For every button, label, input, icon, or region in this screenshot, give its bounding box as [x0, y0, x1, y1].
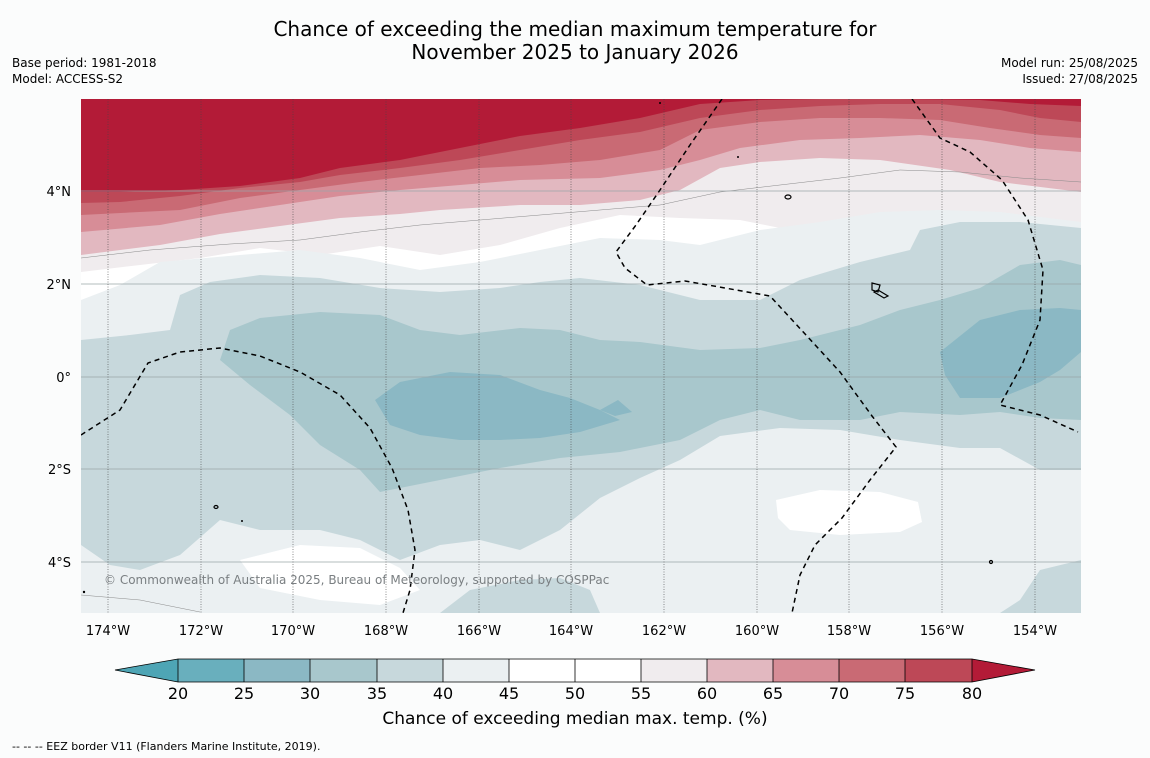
colorbar-segment-70-75	[839, 659, 905, 682]
lon-label-170w: 170°W	[271, 624, 315, 639]
colorbar-tick-65: 65	[763, 684, 783, 703]
band-gt80	[81, 99, 1081, 192]
latitude-lines	[81, 190, 1081, 563]
colorbar-tick-25: 25	[234, 684, 254, 703]
colorbar-segment-75-80	[905, 659, 972, 682]
title-line-1: Chance of exceeding the median maximum t…	[273, 17, 877, 41]
base-period: Base period: 1981-2018	[12, 56, 157, 70]
colorbar: 20 25 30 35 40 45 50 55 60 65 70 75 80	[114, 658, 1036, 703]
island-dots	[82, 102, 739, 594]
colorbar-ticks: 20 25 30 35 40 45 50 55 60 65 70 75 80	[168, 684, 982, 703]
colorbar-tick-30: 30	[300, 684, 320, 703]
isoline-north	[81, 169, 1081, 259]
model-run: Model run: 25/08/2025	[1000, 56, 1138, 70]
lon-label-158w: 158°W	[827, 624, 871, 639]
lon-label-172w: 172°W	[179, 624, 223, 639]
title-line-2: November 2025 to January 2026	[411, 40, 739, 64]
isoline-south	[81, 594, 201, 613]
latitude-labels: 4°N 2°N 0° 2°S 4°S	[47, 185, 72, 571]
colorbar-tick-45: 45	[499, 684, 519, 703]
colorbar-segment-35-40	[377, 659, 443, 682]
eez-borders	[81, 99, 1079, 613]
colorbar-segment-40-45	[443, 659, 509, 682]
colorbar-tick-80: 80	[962, 684, 982, 703]
colorbar-tick-20: 20	[168, 684, 188, 703]
colorbar-tick-70: 70	[829, 684, 849, 703]
lat-label-4n: 4°N	[47, 185, 72, 200]
lon-label-166w: 166°W	[457, 624, 501, 639]
meta-right: Model run: 25/08/2025 Issued: 27/08/2025	[1001, 55, 1138, 87]
colorbar-segment-25-30	[244, 659, 310, 682]
colorbar-tick-40: 40	[433, 684, 453, 703]
map-area: © Commonwealth of Australia 2025, Bureau…	[81, 99, 1081, 613]
band-25-30-west	[375, 372, 620, 440]
colorbar-label: Chance of exceeding median max. temp. (%…	[382, 709, 768, 729]
lon-label-156w: 156°W	[920, 624, 964, 639]
colorbar-tick-75: 75	[895, 684, 915, 703]
copyright-text: © Commonwealth of Australia 2025, Bureau…	[104, 573, 609, 587]
eez-legend-note: -- -- -- EEZ border V11 (Flanders Marine…	[12, 740, 321, 753]
colorbar-segment-30-35	[310, 659, 377, 682]
lon-label-160w: 160°W	[735, 624, 779, 639]
lon-label-154w: 154°W	[1013, 624, 1057, 639]
colorbar-arrow-high	[972, 659, 1035, 682]
colorbar-tick-55: 55	[631, 684, 651, 703]
band-35-40-south	[440, 578, 600, 613]
lon-label-168w: 168°W	[364, 624, 408, 639]
colorbar-tick-35: 35	[367, 684, 387, 703]
pocket-45-55-southwest	[240, 545, 420, 605]
colorbar-arrow-low	[115, 659, 178, 682]
band-25-30-small	[600, 400, 632, 416]
colorbar-dividers	[177, 659, 973, 682]
colorbar-tick-60: 60	[697, 684, 717, 703]
lon-label-174w: 174°W	[86, 624, 130, 639]
lon-label-162w: 162°W	[642, 624, 686, 639]
issued-date: Issued: 27/08/2025	[1022, 72, 1138, 86]
colorbar-segment-55-60	[641, 659, 707, 682]
lon-label-164w: 164°W	[549, 624, 593, 639]
band-25-30-east	[940, 308, 1081, 398]
colorbar-segment-20-25	[178, 659, 244, 682]
map-title: Chance of exceeding the median maximum t…	[0, 18, 1150, 64]
lat-label-2n: 2°N	[47, 278, 72, 293]
colorbar-tick-50: 50	[565, 684, 585, 703]
longitude-labels: 174°W 172°W 170°W 168°W 166°W 164°W 162°…	[86, 624, 1057, 639]
colorbar-segment-65-70	[773, 659, 839, 682]
model-name: Model: ACCESS-S2	[12, 72, 124, 86]
lat-label-2s: 2°S	[48, 463, 71, 478]
colorbar-segment-60-65	[707, 659, 773, 682]
band-35-40-southeast	[1000, 560, 1081, 613]
lat-label-4s: 4°S	[48, 556, 71, 571]
lat-label-0: 0°	[56, 371, 71, 386]
islands	[213, 194, 994, 565]
meta-left: Base period: 1981-2018 Model: ACCESS-S2	[12, 55, 157, 87]
longitude-lines	[107, 99, 1036, 613]
